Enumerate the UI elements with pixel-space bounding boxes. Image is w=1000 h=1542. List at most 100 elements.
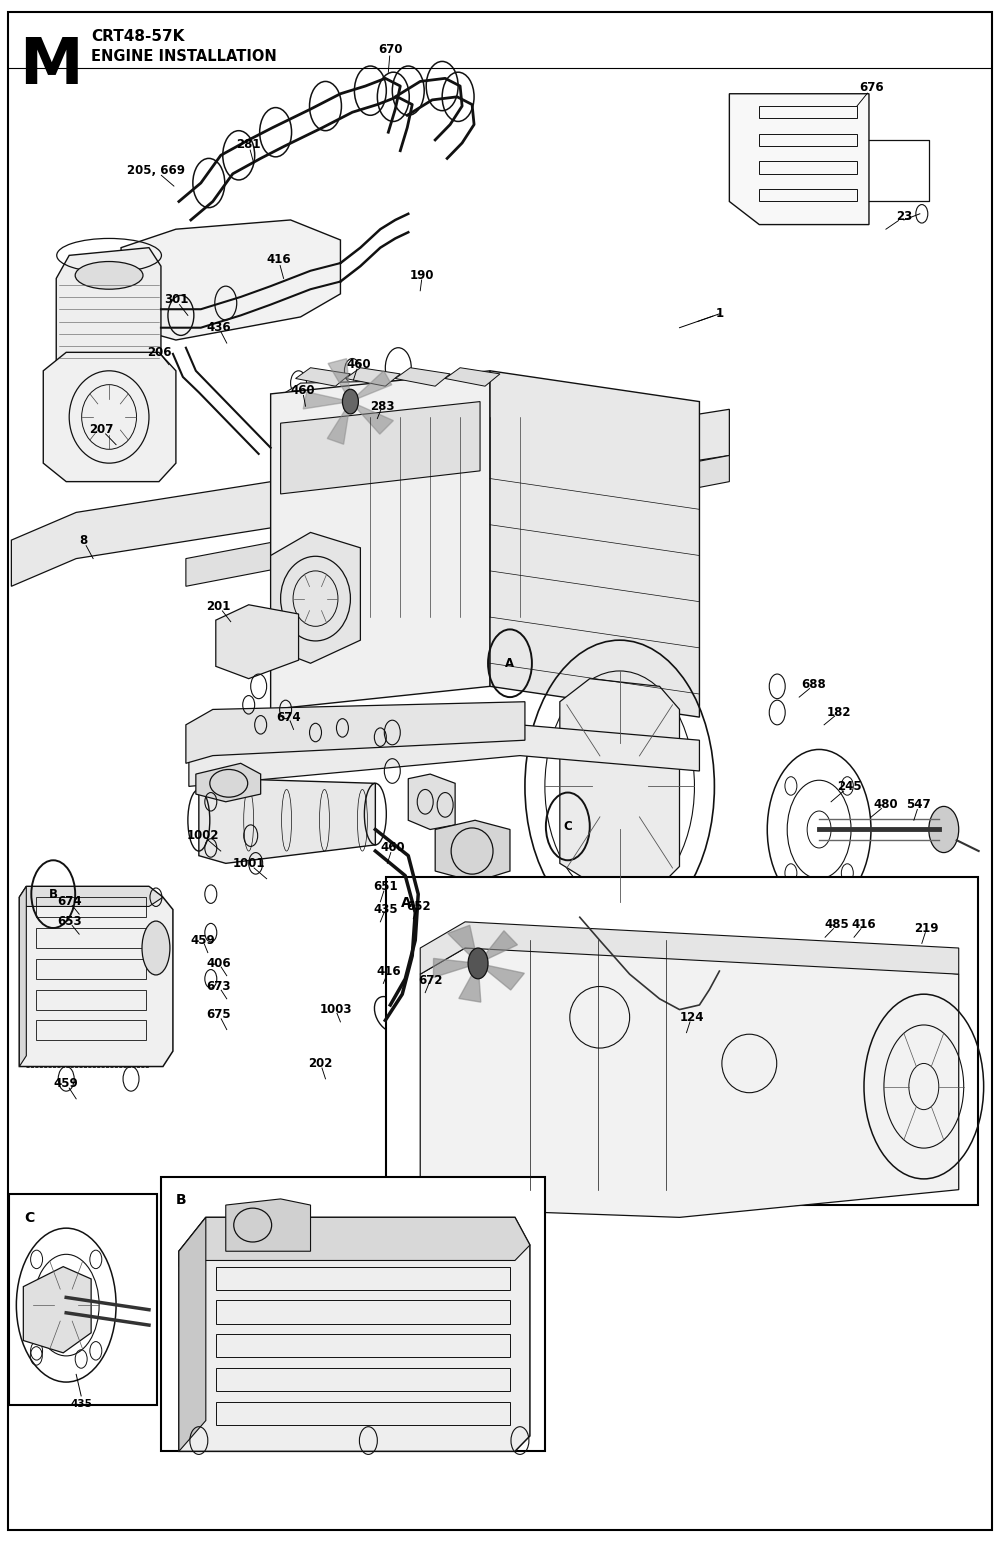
Polygon shape (459, 964, 481, 1002)
Bar (161, 1178, 545, 1451)
Bar (386, 877, 978, 1204)
Text: B: B (49, 888, 58, 901)
Polygon shape (179, 1217, 206, 1451)
Polygon shape (420, 941, 959, 1217)
Text: 8: 8 (79, 534, 87, 546)
Text: 674: 674 (57, 896, 82, 908)
Polygon shape (19, 887, 173, 1067)
Polygon shape (271, 532, 360, 663)
Text: 459: 459 (54, 1076, 79, 1090)
Text: 190: 190 (410, 268, 434, 282)
Polygon shape (296, 367, 350, 386)
Polygon shape (179, 1217, 530, 1266)
Polygon shape (408, 774, 455, 830)
Polygon shape (478, 931, 517, 964)
Polygon shape (433, 959, 478, 978)
Text: ENGINE INSTALLATION: ENGINE INSTALLATION (91, 49, 277, 65)
Text: 436: 436 (206, 321, 231, 335)
Polygon shape (271, 370, 490, 709)
Text: 245: 245 (837, 780, 861, 793)
Bar (9, 1195, 157, 1405)
Text: B: B (176, 1194, 187, 1207)
Text: 124: 124 (679, 1010, 704, 1024)
Polygon shape (350, 370, 392, 401)
Text: 182: 182 (827, 706, 851, 719)
Polygon shape (186, 702, 525, 763)
Polygon shape (226, 1198, 311, 1251)
Circle shape (342, 389, 358, 413)
Text: 416: 416 (852, 919, 876, 931)
Text: 675: 675 (206, 1008, 231, 1021)
Polygon shape (281, 401, 480, 493)
Polygon shape (56, 248, 161, 370)
Polygon shape (445, 367, 500, 386)
Text: 547: 547 (907, 799, 931, 811)
Polygon shape (448, 925, 478, 964)
Polygon shape (186, 455, 729, 586)
Text: 460: 460 (290, 384, 315, 398)
Text: 485: 485 (825, 919, 849, 931)
Polygon shape (435, 820, 510, 882)
Polygon shape (420, 922, 959, 975)
Text: 416: 416 (266, 253, 291, 267)
Text: 670: 670 (378, 43, 403, 56)
Polygon shape (23, 1266, 91, 1352)
Circle shape (468, 948, 488, 979)
Text: 23: 23 (896, 210, 912, 224)
Text: 201: 201 (207, 600, 231, 612)
Text: 207: 207 (89, 423, 113, 436)
Polygon shape (490, 370, 699, 717)
Polygon shape (560, 678, 680, 887)
Text: 651: 651 (373, 880, 398, 893)
Text: 1: 1 (715, 307, 723, 321)
Text: 1002: 1002 (187, 830, 219, 842)
Text: M: M (19, 35, 83, 97)
Text: 435: 435 (70, 1399, 92, 1409)
Polygon shape (196, 763, 261, 802)
Text: 219: 219 (915, 922, 939, 934)
Polygon shape (303, 392, 350, 409)
Text: C: C (24, 1210, 35, 1226)
Polygon shape (271, 378, 699, 432)
Ellipse shape (75, 262, 143, 290)
Text: 672: 672 (418, 975, 442, 987)
Polygon shape (729, 94, 869, 225)
Text: 202: 202 (308, 1056, 333, 1070)
Text: 301: 301 (164, 293, 188, 307)
Text: C: C (563, 820, 572, 833)
Text: 652: 652 (406, 901, 431, 913)
Text: 1003: 1003 (319, 1004, 352, 1016)
Polygon shape (19, 887, 163, 907)
Polygon shape (328, 359, 350, 401)
Text: 205, 669: 205, 669 (127, 163, 185, 177)
Text: CRT48-57K: CRT48-57K (91, 29, 185, 45)
Polygon shape (189, 725, 699, 786)
Text: 435: 435 (373, 904, 398, 916)
Text: 206: 206 (147, 345, 171, 359)
Text: 676: 676 (860, 82, 884, 94)
Text: 653: 653 (57, 916, 82, 928)
Text: 480: 480 (874, 799, 898, 811)
Text: A: A (401, 896, 412, 910)
Polygon shape (350, 401, 393, 435)
Polygon shape (11, 409, 729, 586)
Polygon shape (395, 367, 450, 386)
Ellipse shape (142, 921, 170, 975)
Polygon shape (478, 964, 524, 990)
Text: 281: 281 (236, 139, 261, 151)
Text: 406: 406 (206, 958, 231, 970)
Text: 283: 283 (370, 399, 395, 413)
Circle shape (929, 806, 959, 853)
Polygon shape (345, 367, 400, 386)
Polygon shape (43, 352, 176, 481)
Text: 674: 674 (276, 711, 301, 723)
Text: A: A (505, 657, 515, 669)
Polygon shape (327, 401, 350, 444)
Polygon shape (19, 887, 26, 1067)
Text: 460: 460 (346, 358, 371, 372)
Text: 673: 673 (207, 981, 231, 993)
Text: 1001: 1001 (232, 857, 265, 870)
Polygon shape (179, 1217, 530, 1451)
Polygon shape (121, 221, 340, 341)
Text: 460: 460 (380, 842, 405, 854)
